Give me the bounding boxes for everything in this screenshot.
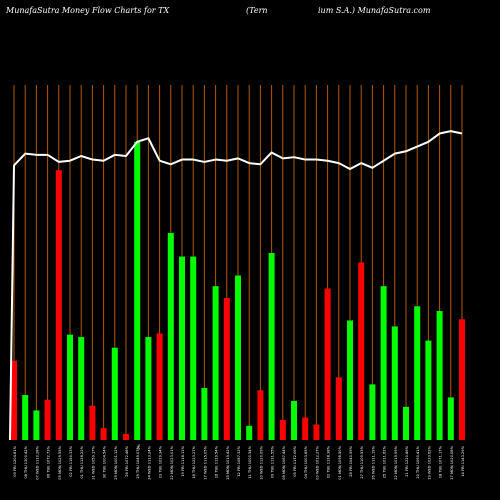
x-tick-label: 14 FRI 1143.29% [461, 445, 465, 476]
x-tick-label: 16 TUE 1129.54% [215, 445, 219, 478]
x-tick-label: 09 TUE 1131.55% [271, 445, 275, 478]
x-tick-label: 12 FRI 1087.32% [237, 445, 241, 476]
x-tick-label: 02 FRI 1150.33% [69, 445, 73, 476]
money-flow-bar [201, 387, 208, 440]
x-tick-label: 17 MON 1020.08% [450, 445, 454, 479]
x-tick-label: 09 FRI 1204.81% [13, 445, 17, 476]
money-flow-bar [134, 141, 141, 441]
money-flow-bar [246, 425, 253, 440]
money-flow-bar [279, 419, 286, 440]
x-tick-label: 26 WED 1111.19% [371, 445, 375, 479]
chart-title-left: MunafaSutra Money Flow Charts for TX [6, 6, 170, 15]
x-tick-label: 06 TUE 1072.73% [47, 445, 51, 478]
money-flow-bar [425, 340, 432, 440]
money-flow-bar [291, 400, 297, 440]
money-flow-bar [459, 319, 465, 440]
money-flow-bar [55, 170, 62, 440]
money-flow-bar [78, 337, 85, 440]
x-tick-label: 01 THU 1128.22% [80, 445, 84, 478]
x-tick-label: 25 THU 1049.07% [136, 445, 140, 478]
x-tick-label: 18 TUE 1071.17% [439, 445, 443, 478]
x-marker-label: 0% [137, 443, 141, 449]
money-flow-bars [11, 141, 465, 441]
money-flow-bar [302, 417, 309, 440]
x-tick-label: 20 THU 1090.41% [416, 445, 420, 478]
money-flow-bar [414, 306, 421, 440]
money-flow-bar [391, 326, 398, 440]
money-flow-bar [89, 405, 96, 440]
money-flow-bar [447, 397, 454, 440]
money-flow-bar [223, 298, 230, 440]
x-tick-label: 24 WED 1113.24% [147, 445, 151, 479]
money-flow-bar [11, 360, 17, 440]
x-tick-label: 30 TUE 1004.54% [103, 445, 107, 478]
x-tick-label: 28 FRI 1040.59% [349, 445, 353, 476]
x-tick-label: 05 FRI 1172.06% [293, 445, 297, 476]
chart-title-middle: (Tern [246, 6, 268, 15]
money-flow-bar [369, 384, 376, 440]
price-line-layer [9, 130, 463, 441]
money-flow-bar [44, 399, 51, 440]
x-tick-label: 08 MON 1067.44% [282, 445, 286, 479]
x-tick-label: 17 WED 1115.05% [203, 445, 207, 479]
x-tick-label: 22 MON 1019.99% [394, 445, 398, 479]
x-tick-label: 11 THU 1000.54% [248, 445, 252, 478]
x-tick-label: 04 THU 1003.65% [304, 445, 308, 478]
money-flow-bar [212, 286, 219, 440]
money-flow-bar [145, 337, 152, 440]
money-flow-bar [358, 262, 365, 440]
x-tick-label: 10 WED 1120.09% [259, 445, 263, 479]
money-flow-bar [313, 424, 320, 440]
money-flow-bar [111, 347, 118, 440]
money-flow-bar [22, 395, 29, 440]
money-flow-bar [123, 434, 129, 440]
x-tick-label: 25 TUE 1011.62% [383, 445, 387, 478]
x-tick-label: 21 FRI 1220.86% [405, 445, 409, 476]
money-flow-bar [235, 275, 241, 440]
money-flow-bar [179, 256, 185, 440]
x-tick-label: 03 WED 1012.27% [315, 445, 319, 479]
x-tick-label: 26 FRI 1072.48% [125, 445, 129, 476]
chart-title-right: ium S.A.) MunafaSutra.com [318, 6, 431, 15]
money-flow-bar [67, 334, 73, 440]
money-flow-bar [324, 288, 331, 440]
price-line [9, 130, 463, 441]
x-tick-label: 05 MON 1029.55% [58, 445, 62, 479]
money-flow-bar [33, 410, 40, 440]
money-flow-bar [100, 428, 107, 440]
x-tick-label: 29 MON 1001.12% [114, 445, 118, 479]
x-tick-label: 02 TUE 1128.38% [327, 445, 331, 478]
x-tick-label: 22 MON 1023.01% [170, 445, 174, 479]
x-tick-label: 15 MON 1019.42% [226, 445, 230, 479]
x-tick-label: 01 MON 1098.50% [338, 445, 342, 479]
money-flow-bar [436, 311, 443, 440]
money-flow-bar [380, 286, 387, 440]
money-flow-bar [190, 256, 197, 440]
x-tick-label: 31 WED 1059.17% [91, 445, 95, 479]
x-axis-labels: 09 FRI 1204.81% 08 THU 1300.42% 07 WED 111… [13, 443, 465, 479]
money-flow-bar [167, 232, 174, 440]
money-flow-bar [268, 253, 275, 440]
money-flow-bar [335, 377, 342, 440]
x-tick-label: 07 WED 1110.28% [35, 445, 39, 479]
x-tick-label: 19 WED 1033.69% [427, 445, 431, 479]
money-flow-bar [403, 406, 409, 440]
money-flow-bar [257, 390, 264, 440]
x-tick-label: 19 FRI 1118.11% [181, 445, 185, 476]
x-tick-label: 23 TUE 1029.34% [159, 445, 163, 478]
x-tick-label: 27 THU 1100.53% [360, 445, 364, 478]
money-flow-bar [347, 320, 353, 440]
x-tick-label: 08 THU 1300.42% [24, 445, 28, 478]
money-flow-bar [156, 333, 163, 440]
x-tick-label: 18 THU 1223.27% [192, 445, 196, 478]
